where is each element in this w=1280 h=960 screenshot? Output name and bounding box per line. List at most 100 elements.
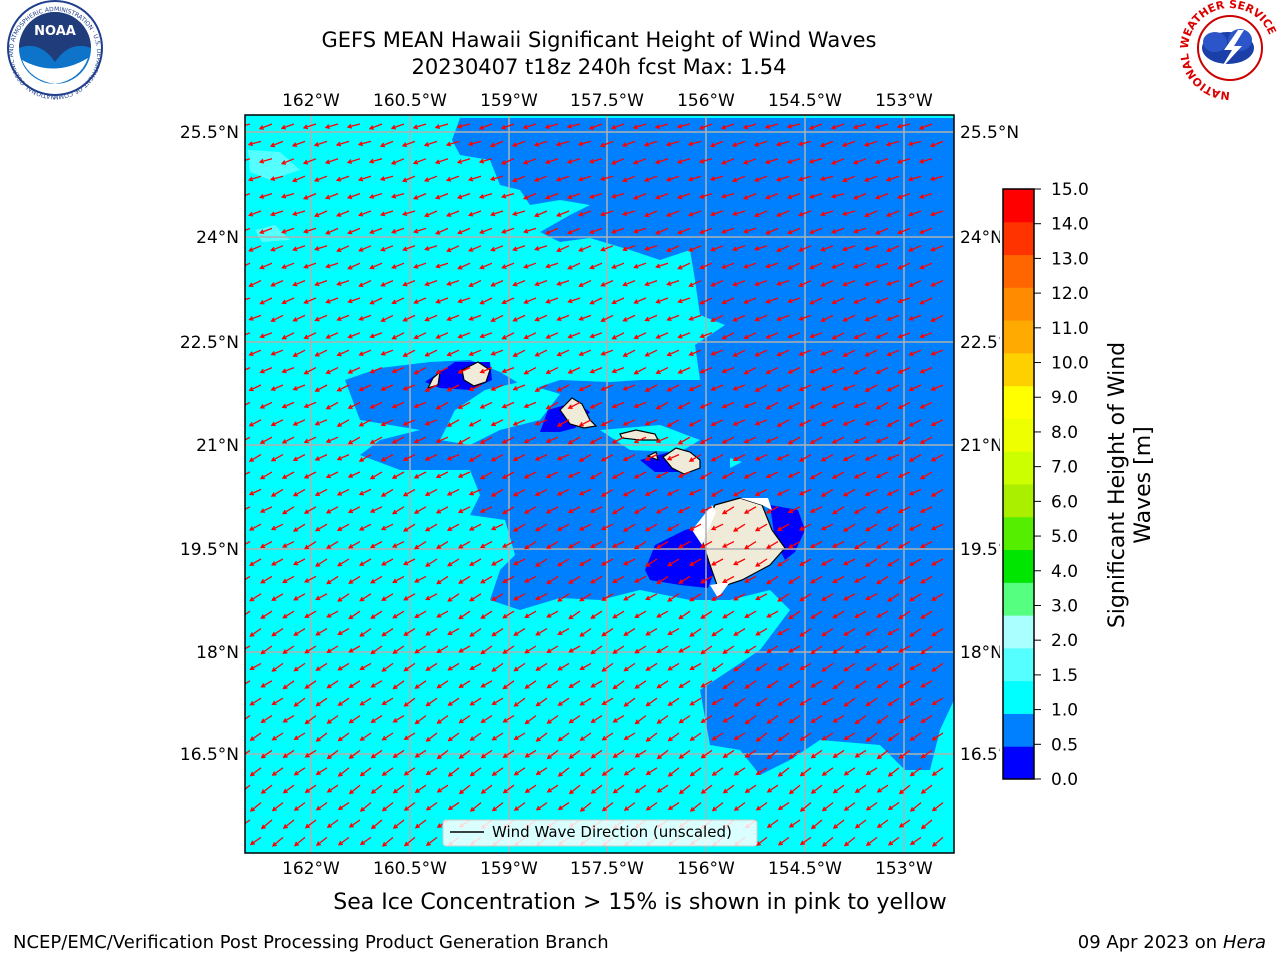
wind-wave-arrow (259, 332, 273, 339)
wind-wave-arrow (918, 123, 933, 130)
wind-wave-arrow (380, 280, 394, 287)
wind-wave-arrow (424, 488, 438, 496)
wind-wave-arrow (577, 140, 592, 147)
wind-wave-arrow (271, 593, 284, 601)
wind-wave-arrow (447, 732, 460, 742)
wind-wave-arrow (249, 836, 262, 846)
ocean-patch-cyan (515, 665, 555, 688)
wind-wave-arrow (766, 749, 779, 760)
wind-wave-arrow (270, 349, 284, 356)
wind-wave-arrow (304, 541, 317, 550)
wind-wave-arrow (281, 401, 295, 409)
wind-wave-arrow (424, 349, 438, 357)
wind-wave-arrow (468, 523, 482, 531)
wind-wave-arrow (710, 384, 724, 391)
wind-wave-arrow (436, 575, 449, 585)
wind-wave-arrow (875, 227, 889, 235)
wind-wave-arrow (876, 819, 889, 829)
wind-wave-arrow (676, 123, 691, 129)
wind-wave-arrow (788, 819, 801, 828)
wind-wave-arrow (282, 784, 295, 794)
wind-wave-arrow (799, 802, 812, 812)
wind-wave-arrow (347, 541, 361, 549)
wind-wave-arrow (601, 662, 614, 672)
wind-wave-arrow (337, 628, 350, 636)
wind-wave-arrow (666, 210, 680, 217)
wind-wave-arrow (523, 471, 537, 479)
wind-wave-arrow (908, 488, 922, 496)
wind-wave-arrow (248, 245, 262, 252)
wind-wave-arrow (479, 541, 493, 549)
wind-wave-arrow (610, 192, 625, 199)
wind-wave-arrow (248, 384, 262, 392)
wind-wave-arrow (392, 749, 405, 758)
wind-wave-arrow (281, 541, 295, 548)
wind-wave-arrow (245, 645, 251, 650)
wind-wave-arrow (337, 662, 350, 671)
wind-wave-arrow (711, 732, 724, 741)
wind-wave-arrow (612, 645, 625, 654)
wind-wave-arrow (600, 488, 614, 497)
wind-wave-arrow (534, 488, 548, 496)
wind-wave-arrow (269, 140, 284, 148)
wind-wave-arrow (709, 175, 724, 182)
wind-wave-arrow (357, 175, 372, 182)
wind-wave-arrow (644, 245, 658, 251)
wind-wave-arrow (336, 384, 350, 392)
wind-wave-arrow (711, 628, 724, 637)
wind-wave-arrow (886, 279, 900, 286)
wind-wave-arrow (798, 419, 812, 427)
wind-wave-arrow (556, 314, 570, 322)
wind-wave-arrow (379, 140, 394, 148)
wind-wave-arrow (381, 767, 394, 776)
wind-wave-arrow (468, 349, 482, 356)
wind-wave-arrow (853, 367, 867, 375)
wind-wave-arrow (567, 297, 581, 304)
wind-wave-arrow (732, 314, 746, 322)
wind-wave-arrow (512, 558, 526, 566)
wind-wave-arrow (401, 175, 416, 183)
wind-wave-arrow (522, 158, 537, 165)
wind-wave-arrow (324, 158, 339, 165)
wind-wave-arrow (392, 610, 405, 619)
wind-wave-arrow (391, 541, 405, 548)
wind-wave-arrow (721, 506, 735, 515)
wind-wave-arrow (808, 158, 823, 164)
wind-wave-arrow (590, 610, 603, 619)
wind-wave-arrow (622, 558, 636, 566)
wind-wave-arrow (764, 123, 779, 129)
wind-wave-arrow (821, 593, 834, 601)
wind-wave-arrow (446, 314, 460, 322)
wind-wave-arrow (326, 610, 339, 618)
wind-wave-arrow (622, 419, 636, 426)
wind-wave-arrow (622, 245, 636, 252)
wind-wave-arrow (920, 749, 933, 759)
wind-wave-arrow (534, 279, 548, 287)
wind-wave-arrow (666, 314, 680, 322)
wind-wave-arrow (920, 819, 933, 830)
island-maui (662, 447, 701, 475)
wind-wave-arrow (654, 192, 669, 200)
wind-wave-arrow (590, 784, 603, 794)
wind-wave-arrow (656, 645, 669, 653)
wind-wave-arrow (722, 680, 735, 690)
colorbar-segment (1003, 320, 1034, 354)
wind-wave-arrow (809, 227, 823, 235)
wind-wave-arrow (413, 506, 427, 514)
wind-wave-arrow (260, 680, 273, 688)
wind-wave-arrow (754, 454, 768, 461)
wind-wave-arrow (634, 680, 647, 689)
legend-label: Wind Wave Direction (unscaled) (492, 823, 732, 841)
wind-wave-arrow (281, 332, 295, 340)
wind-wave-arrow (456, 192, 471, 200)
wind-wave-arrow (743, 436, 757, 444)
wind-wave-arrow (501, 506, 515, 515)
wind-wave-arrow (523, 367, 537, 375)
wind-wave-arrow (402, 279, 416, 287)
wind-wave-arrow (292, 384, 306, 391)
wind-wave-arrow (458, 749, 471, 759)
wind-wave-arrow (589, 297, 603, 305)
wind-wave-arrow (568, 680, 581, 688)
wind-wave-arrow (245, 227, 251, 232)
wind-wave-arrow (566, 158, 581, 164)
